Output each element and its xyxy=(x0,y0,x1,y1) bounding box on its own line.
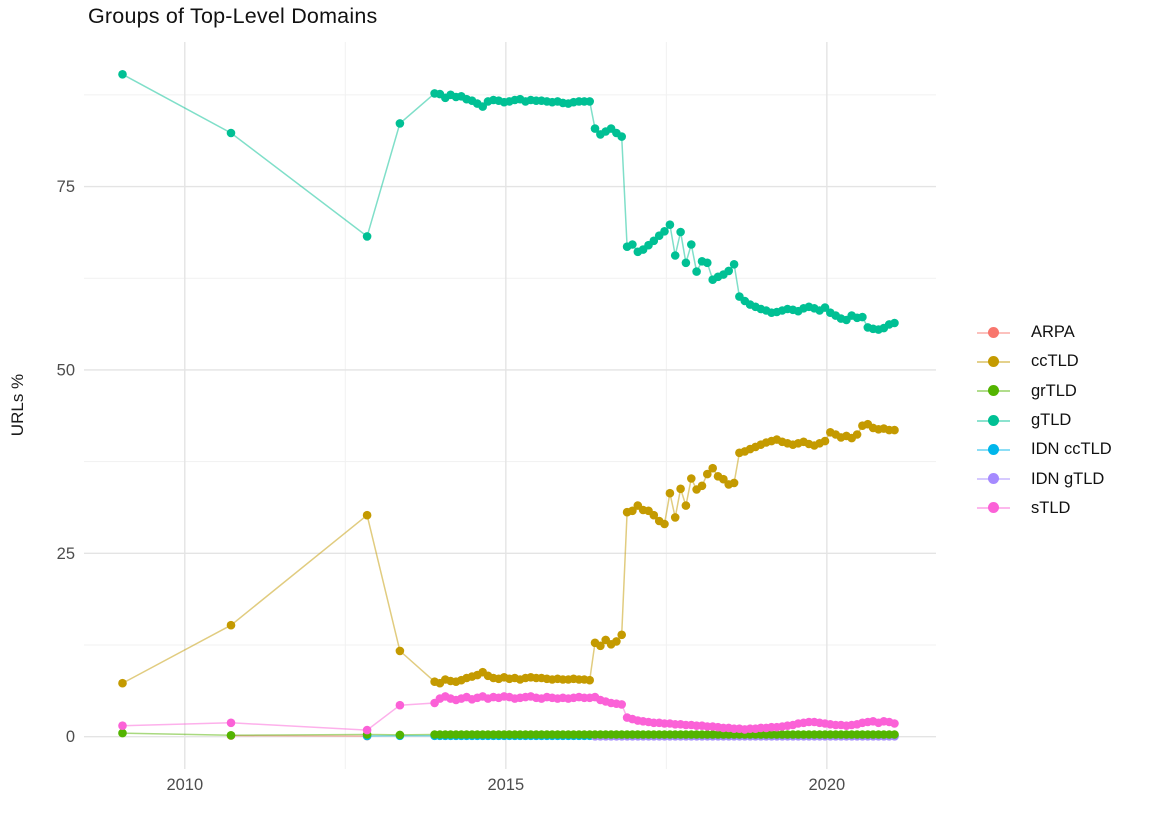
series-point-grTLD xyxy=(226,731,236,740)
series-point-ccTLD xyxy=(670,513,680,522)
series-point-gTLD xyxy=(703,258,712,268)
series-point-ccTLD xyxy=(708,463,717,473)
series-point-gTLD xyxy=(692,267,701,276)
legend-label: ARPA xyxy=(1031,323,1075,342)
legend-key-dot-icon xyxy=(988,385,999,397)
y-tick-label: 25 xyxy=(57,545,75,563)
series-point-ccTLD xyxy=(852,430,862,439)
series-point-ccTLD xyxy=(617,630,626,640)
legend-item-cctld: ccTLD xyxy=(977,347,1112,376)
legend: ARPA ccTLD grTLD gTLD IDN ccTLD IDN gTLD sTLD xyxy=(977,318,1112,523)
x-tick-label: 2010 xyxy=(166,776,203,794)
series-point-gTLD xyxy=(590,124,600,133)
legend-label: sTLD xyxy=(1031,498,1071,517)
series-line-gTLD xyxy=(122,73,895,331)
legend-key-icon xyxy=(977,385,1010,397)
series-point-gTLD xyxy=(820,303,830,312)
legend-label: ccTLD xyxy=(1031,352,1079,371)
series-point-ccTLD xyxy=(118,678,127,688)
series-point-ccTLD xyxy=(729,478,739,488)
legend-key-icon xyxy=(977,355,1010,368)
chart-title: Groups of Top-Level Domains xyxy=(88,4,378,28)
series-point-ccTLD xyxy=(628,506,637,516)
series-point-gTLD xyxy=(649,236,659,246)
series-point-sTLD xyxy=(362,725,372,735)
series-point-ccTLD xyxy=(665,488,675,498)
series-point-ccTLD xyxy=(719,474,728,484)
series-point-gTLD xyxy=(478,102,488,111)
series-point-grTLD xyxy=(118,728,127,738)
series-point-gTLD xyxy=(890,318,899,328)
series-point-ccTLD xyxy=(681,501,691,510)
series-point-sTLD xyxy=(226,718,236,728)
series-point-gTLD xyxy=(395,119,405,128)
legend-key-icon xyxy=(977,502,1010,514)
series-point-gTLD xyxy=(676,227,685,237)
legend-key-dot-icon xyxy=(988,443,999,455)
series-point-sTLD xyxy=(118,721,127,730)
series-point-ccTLD xyxy=(820,436,830,446)
legend-item-arpa: ARPA xyxy=(977,318,1112,347)
y-tick-label: 0 xyxy=(66,728,75,746)
x-tick-label: 2020 xyxy=(808,776,845,794)
series-point-ccTLD xyxy=(612,637,621,646)
series-point-grTLD xyxy=(395,730,405,740)
legend-key-icon xyxy=(977,443,1010,456)
series-point-grTLD xyxy=(890,730,899,739)
series-point-gTLD xyxy=(724,266,733,276)
series-point-gTLD xyxy=(226,128,236,138)
series-point-ccTLD xyxy=(596,641,605,651)
series-point-gTLD xyxy=(858,312,867,322)
legend-item-grtld: grTLD xyxy=(977,377,1112,406)
series-point-ccTLD xyxy=(660,519,669,529)
legend-key-icon xyxy=(977,414,1010,427)
series-point-gTLD xyxy=(687,240,696,249)
series-point-gTLD xyxy=(118,70,127,79)
series-point-gTLD xyxy=(670,251,680,260)
series-point-sTLD xyxy=(395,700,405,710)
legend-label: IDN gTLD xyxy=(1031,469,1105,488)
series-point-ccTLD xyxy=(676,484,685,494)
series-point-ccTLD xyxy=(687,474,696,483)
legend-label: gTLD xyxy=(1031,411,1072,430)
legend-item-stld: sTLD xyxy=(977,494,1112,523)
series-point-ccTLD xyxy=(890,425,899,435)
y-tick-label: 50 xyxy=(57,361,75,379)
series-point-ccTLD xyxy=(362,510,372,520)
legend-label: grTLD xyxy=(1031,381,1077,400)
legend-item-gtld: gTLD xyxy=(977,406,1112,435)
series-point-sTLD xyxy=(617,700,626,709)
legend-key-dot-icon xyxy=(988,355,999,367)
series-point-gTLD xyxy=(681,258,691,268)
legend-item-idn-cctld: IDN ccTLD xyxy=(977,435,1112,464)
series-point-gTLD xyxy=(617,132,626,141)
legend-key-icon xyxy=(977,473,1010,485)
legend-key-dot-icon xyxy=(988,326,999,338)
y-tick-label: 75 xyxy=(57,178,75,196)
series-point-gTLD xyxy=(628,240,637,249)
series-point-gTLD xyxy=(362,232,372,241)
series-point-ccTLD xyxy=(226,620,236,630)
series-point-ccTLD xyxy=(395,646,405,656)
legend-key-dot-icon xyxy=(988,502,999,514)
series-point-sTLD xyxy=(890,719,899,728)
series-point-gTLD xyxy=(585,97,594,106)
series-point-gTLD xyxy=(729,260,739,269)
legend-key-dot-icon xyxy=(988,414,999,426)
series-point-ccTLD xyxy=(703,469,712,479)
series-point-ccTLD xyxy=(649,510,659,520)
series-point-ccTLD xyxy=(697,481,707,491)
legend-key-dot-icon xyxy=(988,473,999,485)
legend-key-icon xyxy=(977,326,1010,339)
series-point-ccTLD xyxy=(585,675,594,685)
legend-label: IDN ccTLD xyxy=(1031,440,1112,459)
series-point-gTLD xyxy=(660,227,669,236)
series-point-gTLD xyxy=(665,220,675,229)
x-tick-label: 2015 xyxy=(487,776,524,794)
legend-item-idn-gtld: IDN gTLD xyxy=(977,464,1112,493)
